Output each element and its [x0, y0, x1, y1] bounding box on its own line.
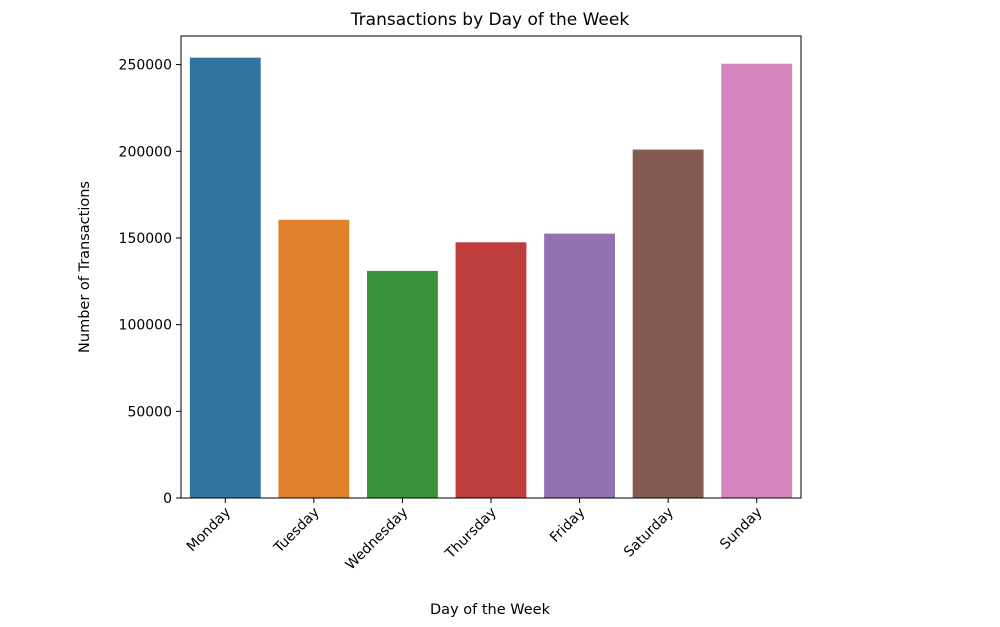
bar-sunday — [721, 63, 793, 499]
y-axis-label: Number of Transactions — [77, 181, 93, 353]
bar-saturday — [632, 149, 704, 499]
y-tick-label: 100000 — [119, 318, 172, 334]
bar-friday — [544, 233, 615, 498]
y-axis: 0 50000 100000 150000 200000 250000 — [119, 58, 181, 507]
y-tick-label: 150000 — [119, 231, 172, 247]
bars-group — [189, 57, 793, 499]
x-axis-label: Day of the Week — [430, 602, 551, 618]
chart-title: Transactions by Day of the Week — [350, 10, 630, 30]
bar-wednesday — [367, 270, 438, 498]
bar-tuesday — [278, 219, 350, 498]
y-tick-label: 200000 — [119, 144, 172, 160]
bar-monday — [189, 57, 261, 499]
bar-thursday — [455, 242, 527, 498]
y-tick-label: 250000 — [119, 58, 172, 74]
y-tick-label: 50000 — [127, 404, 172, 420]
y-tick-label: 0 — [163, 491, 172, 507]
